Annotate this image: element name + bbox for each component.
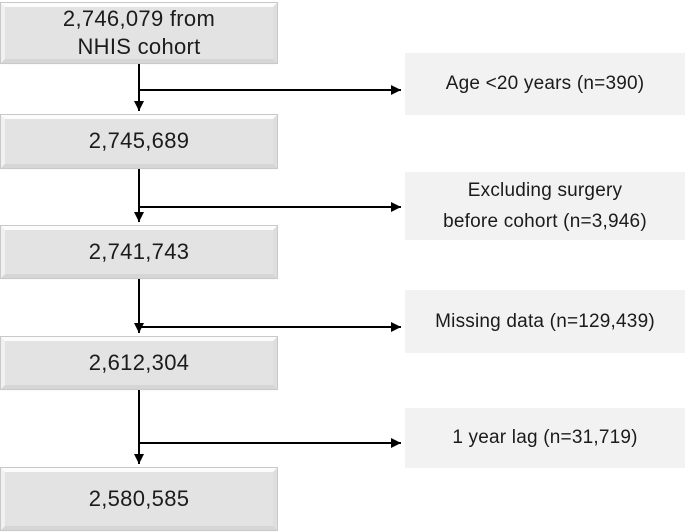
exclusion-box-prior-surgery: Excluding surgery before cohort (n=3,946… bbox=[405, 172, 685, 240]
cohort-box-after-age-exclusion: 2,745,689 bbox=[0, 114, 278, 169]
exclusion-box-one-year-lag-label: 1 year lag (n=31,719) bbox=[452, 427, 638, 449]
exclusion-box-one-year-lag: 1 year lag (n=31,719) bbox=[405, 408, 685, 468]
cohort-box-final: 2,580,585 bbox=[0, 467, 278, 531]
exclusion-box-prior-surgery-line2: before cohort (n=3,946) bbox=[443, 211, 647, 232]
cohort-box-final-value: 2,580,585 bbox=[88, 485, 190, 511]
exclusion-box-age-label: Age <20 years (n=390) bbox=[445, 73, 645, 95]
cohort-box-total: 2,746,079 from NHIS cohort bbox=[0, 2, 278, 64]
cohort-box-total-line1: 2,746,079 from bbox=[62, 5, 216, 31]
cohort-box-after-missing-data-exclusion-value: 2,612,304 bbox=[88, 349, 190, 375]
exclusion-box-age: Age <20 years (n=390) bbox=[405, 53, 685, 115]
cohort-box-after-missing-data-exclusion: 2,612,304 bbox=[0, 336, 278, 390]
cohort-box-after-age-exclusion-value: 2,745,689 bbox=[88, 128, 190, 154]
exclusion-box-missing-data: Missing data (n=129,439) bbox=[405, 290, 685, 353]
cohort-box-after-surgery-exclusion-value: 2,741,743 bbox=[88, 238, 190, 264]
exclusion-box-missing-data-label: Missing data (n=129,439) bbox=[435, 310, 655, 332]
cohort-box-total-line2: NHIS cohort bbox=[77, 34, 201, 59]
exclusion-box-prior-surgery-line1: Excluding surgery bbox=[467, 179, 623, 201]
cohort-box-after-surgery-exclusion: 2,741,743 bbox=[0, 225, 278, 279]
